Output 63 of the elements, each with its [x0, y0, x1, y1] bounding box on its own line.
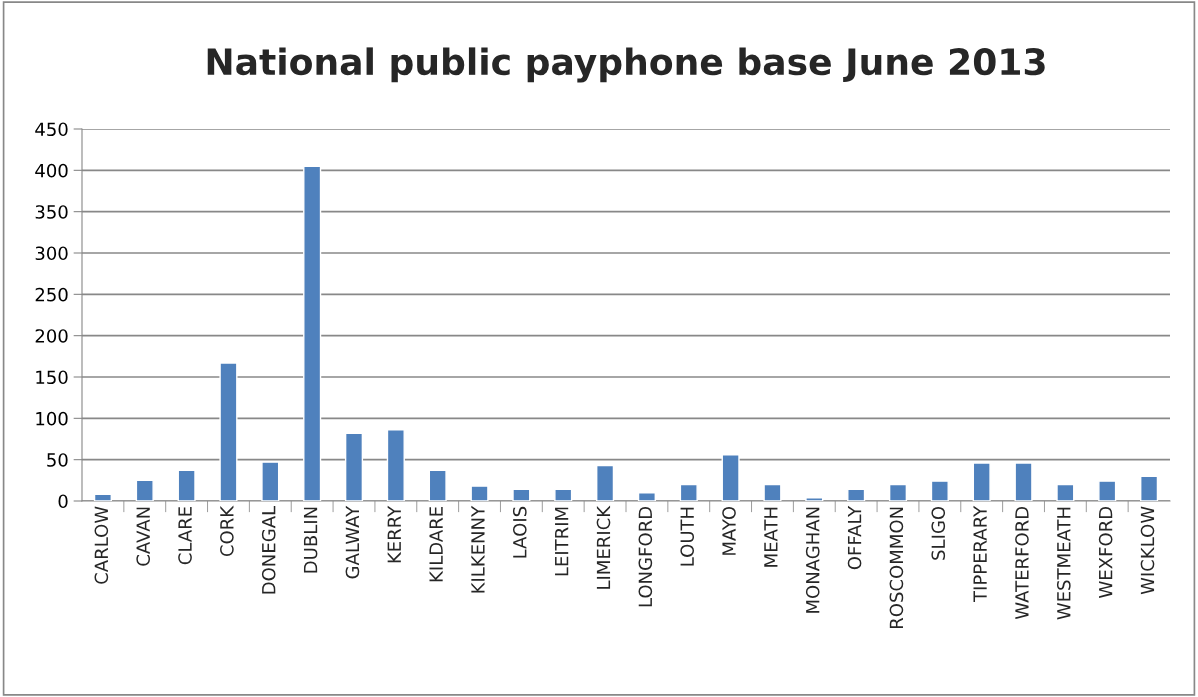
- y-tick-label: 200: [35, 329, 68, 343]
- x-tick-label: WICKLOW: [1140, 506, 1155, 595]
- bar: [219, 362, 238, 501]
- bar: [93, 493, 112, 501]
- bar: [805, 496, 824, 501]
- y-tick-label: 350: [35, 205, 68, 219]
- bar: [512, 488, 531, 501]
- bar: [888, 483, 908, 501]
- bar: [303, 165, 322, 501]
- x-tick-label: DUBLIN: [303, 507, 318, 573]
- bar: [344, 432, 364, 501]
- x-tick-label: DONEGAL: [261, 505, 276, 594]
- x-tick-label: KILKENNY: [471, 505, 485, 593]
- x-tick-label: CARLOW: [94, 506, 109, 584]
- x-tick-label: CORK: [220, 505, 234, 557]
- x-tick-label: LONGFORD: [638, 506, 653, 607]
- y-tick-label: 150: [36, 370, 68, 385]
- x-tick-label: MEATH: [764, 507, 778, 567]
- y-tick-label: 0: [58, 494, 68, 509]
- bar: [1014, 462, 1033, 501]
- bar: [721, 454, 740, 501]
- bar: [637, 492, 656, 501]
- bar: [386, 429, 405, 501]
- x-tick-label: LOUTH: [680, 507, 695, 566]
- x-tick-label: SLIGO: [931, 506, 946, 560]
- bar: [679, 483, 698, 501]
- bar: [763, 483, 782, 501]
- x-tick-label: CLARE: [178, 507, 192, 565]
- y-tick-label: 300: [35, 246, 68, 261]
- x-tick-label: KERRY: [387, 505, 401, 563]
- bar: [1098, 480, 1117, 501]
- bar: [261, 461, 280, 501]
- x-tick-label: LIMERICK: [596, 505, 611, 589]
- x-tick-label: CAVAN: [136, 507, 151, 566]
- x-tick-label: LEITRIM: [555, 507, 569, 576]
- x-tick-label: WEXFORD: [1098, 506, 1113, 598]
- y-tick-label: 50: [47, 453, 68, 467]
- bar: [135, 479, 154, 501]
- bar: [554, 488, 573, 501]
- bar: [596, 464, 615, 501]
- bar: [1140, 475, 1159, 501]
- x-tick-label: OFFALY: [847, 505, 862, 570]
- bar: [930, 480, 949, 501]
- chart-title: National public payphone base June 2013: [207, 47, 1045, 83]
- x-tick-label: GALWAY: [345, 505, 360, 579]
- x-tick-label: MAYO: [722, 506, 736, 555]
- x-tick-label: ROSCOMMON: [889, 507, 904, 629]
- x-tick-label: MONAGHAN: [805, 507, 820, 613]
- bar: [177, 469, 196, 501]
- x-tick-label: KILDARE: [429, 507, 443, 582]
- x-tick-label: WATERFORD: [1015, 506, 1029, 620]
- bar: [428, 469, 447, 501]
- bar: [1056, 483, 1075, 501]
- bar: [972, 462, 991, 501]
- bar: [470, 485, 489, 501]
- y-tick-label: 100: [36, 411, 68, 426]
- y-tick-label: 450: [35, 122, 68, 137]
- x-tick-label: TIPPERARY: [973, 505, 987, 603]
- y-tick-label: 400: [35, 163, 68, 178]
- y-tick-label: 250: [35, 287, 68, 302]
- x-tick-label: LAOIS: [512, 506, 527, 558]
- bar: [847, 488, 866, 501]
- x-tick-label: WESTMEATH: [1056, 507, 1071, 620]
